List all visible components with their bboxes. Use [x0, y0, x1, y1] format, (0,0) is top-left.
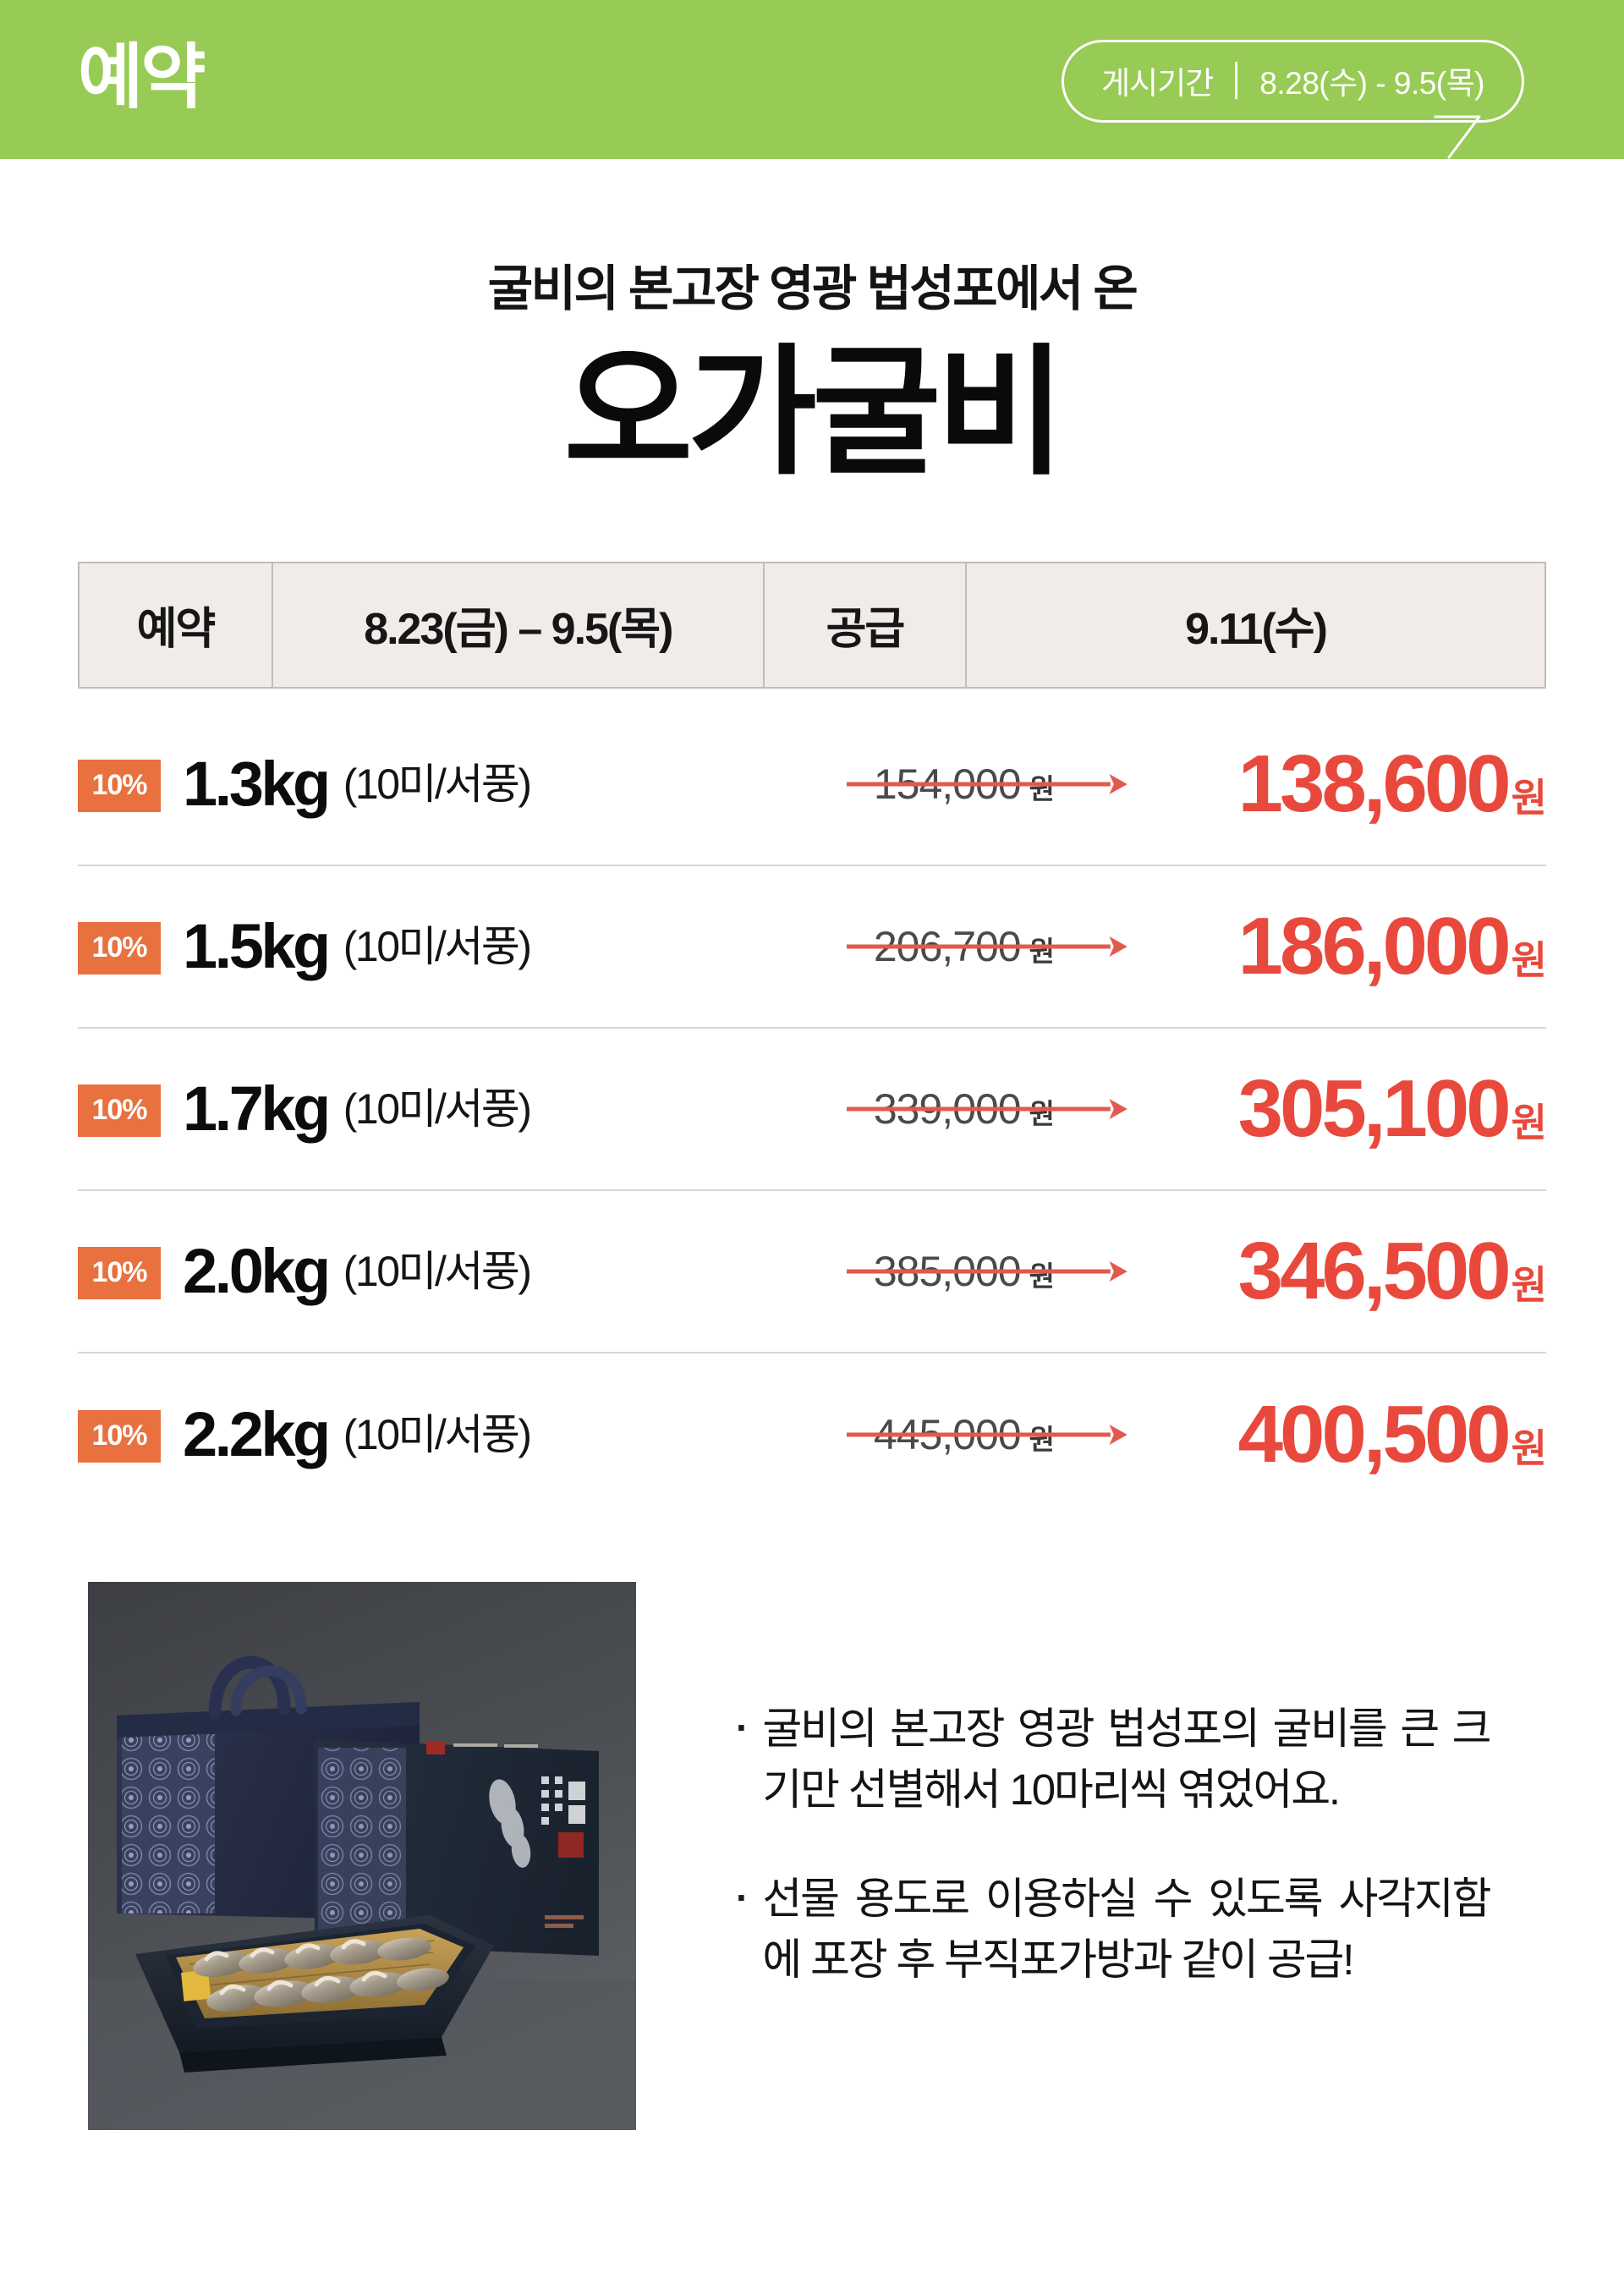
product-weight: 2.0kg	[183, 1235, 331, 1306]
old-price-group: 445,000 원	[846, 1410, 1127, 1458]
price-row: 10% 1.3kg (10미/서풍) 154,000 원 138,600 원	[78, 704, 1547, 866]
new-price-group: 186,000 원	[1123, 900, 1547, 991]
old-price-unit: 원	[1029, 1097, 1055, 1129]
new-price-group: 346,500 원	[1123, 1225, 1547, 1316]
new-price: 400,500	[1237, 1388, 1512, 1480]
new-price: 305,100	[1237, 1062, 1512, 1154]
product-spec: (10미/서풍)	[343, 760, 532, 808]
price-row: 10% 1.7kg (10미/서풍) 339,000 원 305,100 원	[78, 1029, 1547, 1191]
list-item: · 선물 용도로 이용하실 수 있도록 사각지함에 포장 후 부직포가방과 같이…	[736, 1869, 1546, 1991]
posting-period-badge: 게시기간 8.28(수) - 9.5(목)	[1062, 40, 1524, 159]
main-title: 오가굴비	[563, 334, 1066, 491]
description-text: 굴비의 본고장 영광 법성포의 굴비를 큰 크기만 선별해서 10마리씩 엮었어…	[762, 1704, 1491, 1815]
product-photo	[88, 1581, 636, 2130]
gift-box-lid-illustration	[315, 1738, 599, 1956]
price-compare-group: 206,700 원 186,000 원	[846, 900, 1547, 991]
new-price-unit: 원	[1511, 775, 1547, 820]
product-spec: (10미/서풍)	[343, 1410, 532, 1458]
new-price: 186,000	[1237, 900, 1512, 991]
bottom-section: · 굴비의 본고장 영광 법성포의 굴비를 큰 크기만 선별해서 10마리씩 엮…	[0, 1581, 1624, 2130]
new-price: 346,500	[1237, 1225, 1512, 1316]
product-photo-illustration	[88, 1581, 636, 2130]
subtitle: 굴비의 본고장 영광 법성포에서 온	[487, 261, 1138, 316]
speech-bubble-tail-icon	[1434, 115, 1481, 159]
description-column: · 굴비의 본고장 영광 법성포의 굴비를 큰 크기만 선별해서 10마리씩 엮…	[636, 1582, 1546, 1991]
product-spec: (10미/서풍)	[343, 1084, 532, 1133]
product-weight: 1.7kg	[183, 1073, 331, 1144]
divider	[1235, 62, 1238, 99]
list-item: · 굴비의 본고장 영광 법성포의 굴비를 큰 크기만 선별해서 10마리씩 엮…	[736, 1699, 1546, 1821]
price-list: 10% 1.3kg (10미/서풍) 154,000 원 138,600 원	[78, 689, 1547, 1516]
dried-corvina-fish	[193, 1937, 449, 2012]
price-compare-group: 339,000 원 305,100 원	[846, 1062, 1547, 1154]
product-spec: (10미/서풍)	[343, 922, 532, 970]
old-price: 154,000	[873, 760, 1022, 808]
new-price-group: 305,100 원	[1123, 1062, 1547, 1154]
cell-reservation-label: 예약	[79, 562, 273, 688]
old-price-unit: 원	[1029, 935, 1055, 967]
old-price-group: 385,000 원	[846, 1247, 1127, 1295]
new-price-group: 138,600 원	[1123, 738, 1547, 829]
posting-period-label: 게시기간	[1101, 66, 1214, 101]
price-compare-group: 154,000 원 138,600 원	[846, 738, 1547, 829]
old-price: 206,700	[873, 922, 1022, 970]
new-price-unit: 원	[1511, 1100, 1547, 1145]
new-price-unit: 원	[1511, 1262, 1547, 1307]
new-price: 138,600	[1237, 738, 1512, 829]
cell-reservation-period: 8.23(금) – 9.5(목)	[272, 562, 765, 688]
price-row: 10% 1.5kg (10미/서풍) 206,700 원 186,000 원	[78, 866, 1547, 1029]
price-row: 10% 2.2kg (10미/서풍) 445,000 원 400,500 원	[78, 1353, 1547, 1516]
discount-badge: 10%	[78, 1084, 161, 1137]
title-block: 굴비의 본고장 영광 법성포에서 온 오가굴비	[0, 159, 1624, 492]
product-weight: 1.3kg	[183, 748, 331, 819]
description-text: 선물 용도로 이용하실 수 있도록 사각지함에 포장 후 부직포가방과 같이 공…	[762, 1874, 1491, 1984]
old-price: 445,000	[873, 1410, 1022, 1458]
table-row: 예약 8.23(금) – 9.5(목) 공급 9.11(수)	[79, 562, 1545, 688]
old-price: 385,000	[873, 1247, 1022, 1295]
schedule-table: 예약 8.23(금) – 9.5(목) 공급 9.11(수)	[78, 561, 1546, 689]
new-price-unit: 원	[1511, 937, 1547, 982]
cell-supply-date: 9.11(수)	[1185, 605, 1328, 655]
price-row: 10% 2.0kg (10미/서풍) 385,000 원 346,500 원	[78, 1191, 1547, 1353]
discount-badge: 10%	[78, 759, 161, 812]
old-price-group: 154,000 원	[846, 760, 1127, 808]
old-price-unit: 원	[1029, 772, 1055, 804]
old-price-unit: 원	[1029, 1423, 1055, 1455]
page-title: 예약	[78, 37, 206, 117]
old-price-group: 206,700 원	[846, 922, 1127, 970]
discount-badge: 10%	[78, 921, 161, 975]
discount-badge: 10%	[78, 1409, 161, 1463]
open-box-with-fish-illustration	[135, 1914, 494, 2073]
bullet-icon: ·	[736, 1705, 749, 1749]
posting-period-value: 8.28(수) - 9.5(목)	[1259, 66, 1484, 101]
old-price-group: 339,000 원	[846, 1084, 1127, 1133]
old-price-unit: 원	[1029, 1260, 1055, 1292]
product-weight: 2.2kg	[183, 1398, 331, 1469]
cell-supply-label: 공급	[763, 562, 968, 688]
product-weight: 1.5kg	[183, 910, 331, 981]
product-spec: (10미/서풍)	[343, 1247, 532, 1295]
bullet-icon: ·	[736, 1875, 749, 1919]
old-price: 339,000	[873, 1084, 1022, 1133]
schedule-table-wrap: 예약 8.23(금) – 9.5(목) 공급 9.11(수)	[78, 561, 1546, 689]
new-price-group: 400,500 원	[1123, 1388, 1547, 1480]
price-compare-group: 385,000 원 346,500 원	[846, 1225, 1547, 1316]
discount-badge: 10%	[78, 1246, 161, 1299]
header-bar: 예약 게시기간 8.28(수) - 9.5(목)	[0, 0, 1624, 159]
new-price-unit: 원	[1511, 1425, 1547, 1470]
price-compare-group: 445,000 원 400,500 원	[846, 1388, 1547, 1480]
